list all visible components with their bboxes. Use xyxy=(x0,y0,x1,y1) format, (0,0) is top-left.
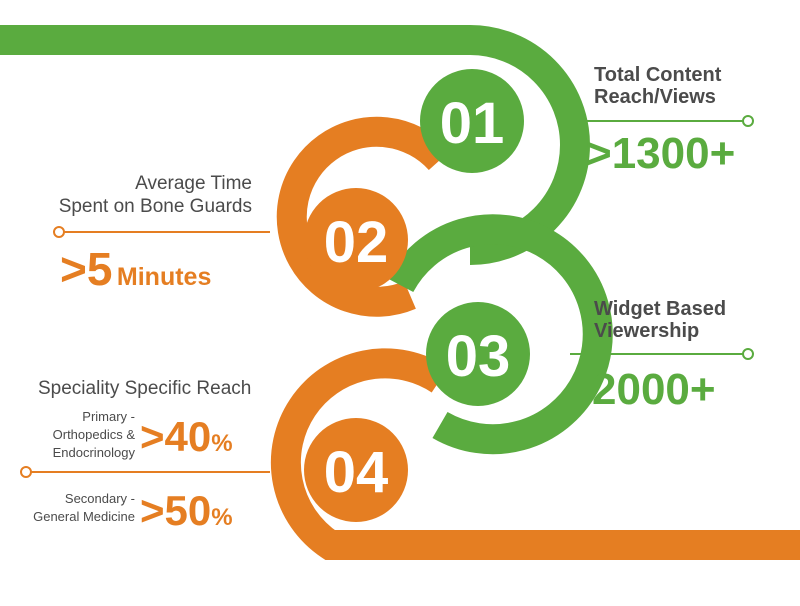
step-1-value: >1300+ xyxy=(586,129,736,178)
step-2-label-line2: Spent on Bone Guards xyxy=(58,196,252,217)
step-1-label-line1: Total Content xyxy=(594,64,722,86)
step-3-value: 2000+ xyxy=(592,365,716,414)
step-2-label: Average Time Spent on Bone Guards xyxy=(59,172,252,218)
orange-band-bottom xyxy=(270,348,800,560)
step-3-label-line1: Widget Based xyxy=(594,298,727,320)
connector-1-dot xyxy=(742,115,754,127)
step-4-primary-line2: Orthopedics & xyxy=(52,427,135,442)
connector-3-dot xyxy=(742,348,754,360)
step-4-primary-value: >40% xyxy=(140,414,233,470)
step-2-number: 02 xyxy=(324,210,389,275)
step-1-label: Total Content Reach/Views xyxy=(594,64,721,108)
step-4-circle xyxy=(304,418,408,522)
connector-4-dot xyxy=(20,466,32,478)
step-3-number: 03 xyxy=(446,324,511,389)
step-1-label-line2: Reach/Views xyxy=(594,86,716,108)
step-4-secondary-unit: % xyxy=(211,504,233,531)
step-3-label-line2: Viewership xyxy=(594,320,700,342)
step-2-label-line1: Average Time xyxy=(135,173,252,194)
step-2-value: >5 Minutes xyxy=(60,244,211,306)
step-4-secondary-line1: Secondary - xyxy=(64,491,135,506)
step-2-circle xyxy=(304,188,408,292)
step-3-label: Widget Based Viewership xyxy=(594,298,726,342)
step-4-primary-line3: Endocrinology xyxy=(52,445,135,460)
step-4-secondary-value: >50% xyxy=(140,488,233,544)
step-1-circle xyxy=(420,69,524,173)
step-4-primary-number: >40 xyxy=(140,413,212,460)
step-4-primary-line1: Primary - xyxy=(82,409,135,424)
green-ring-3 xyxy=(386,214,613,455)
orange-ring-2 xyxy=(276,116,452,317)
step-4-heading: Speciality Specific Reach xyxy=(38,378,252,399)
step-1-number: 01 xyxy=(440,91,505,156)
step-4-number: 04 xyxy=(324,440,389,505)
step-2-value-number: >5 xyxy=(60,243,113,295)
step-4-secondary-label: Secondary - General Medicine xyxy=(33,490,135,526)
step-4-primary-label: Primary - Orthopedics & Endocrinology xyxy=(53,408,135,462)
step-2-value-unit: Minutes xyxy=(116,263,212,291)
step-4-secondary-number: >50 xyxy=(140,487,212,534)
step-3-circle xyxy=(426,302,530,406)
step-4-secondary-line2: General Medicine xyxy=(33,509,135,524)
step-4-primary-unit: % xyxy=(211,430,233,457)
connector-2-dot xyxy=(53,226,65,238)
